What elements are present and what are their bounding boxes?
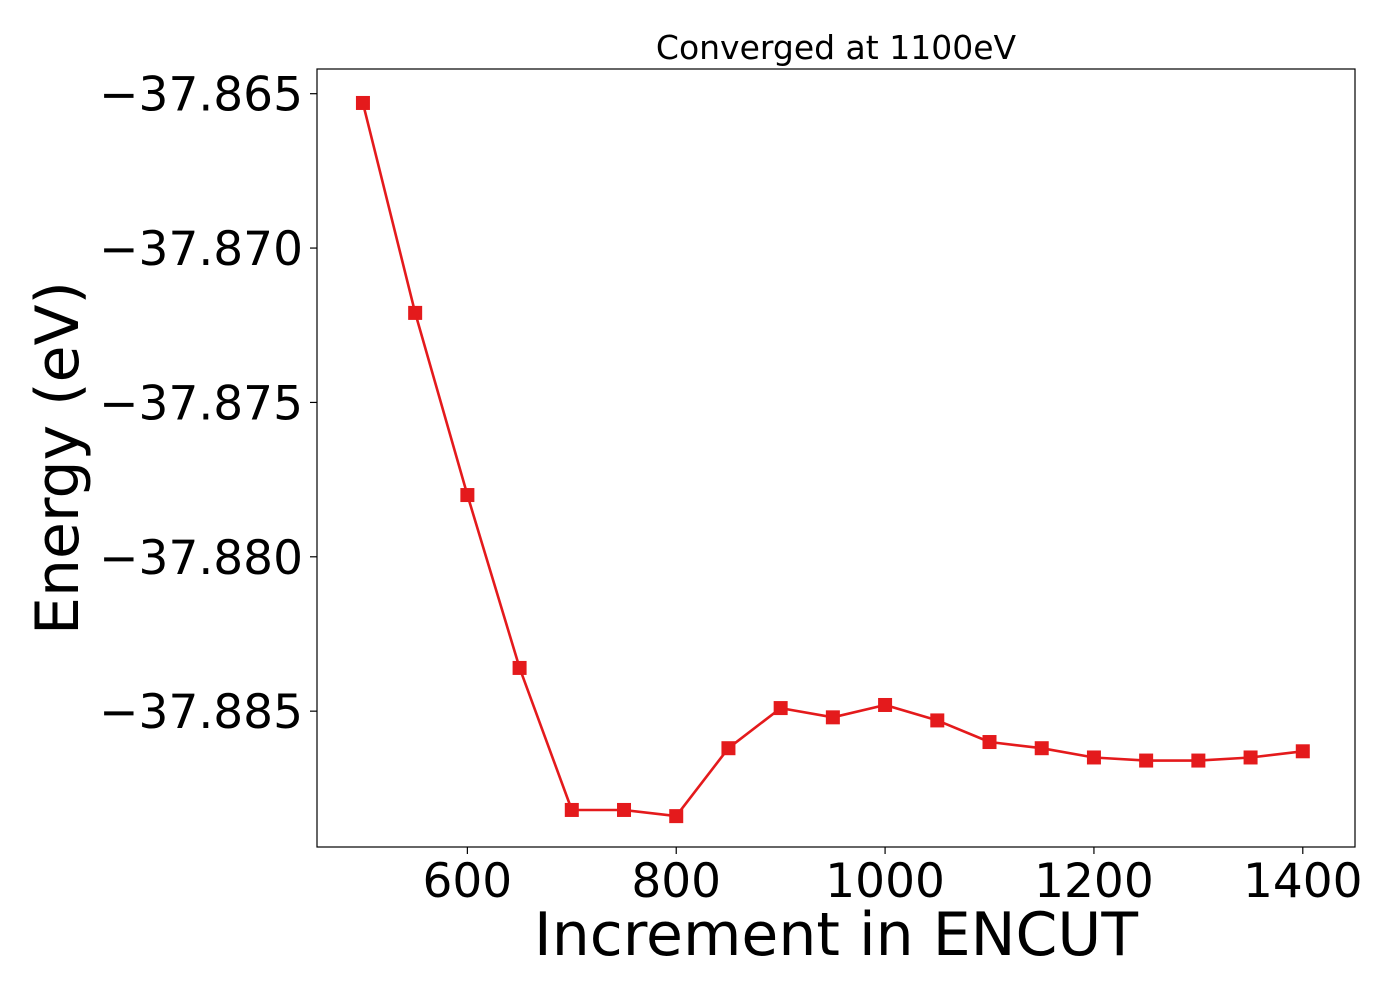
series-line bbox=[361, 102, 1303, 818]
data-point-marker bbox=[878, 697, 893, 712]
data-point-marker bbox=[930, 713, 945, 728]
y-tick-label: −37.870 bbox=[99, 222, 303, 277]
data-point-marker bbox=[355, 95, 370, 110]
y-tick-label: −37.865 bbox=[99, 68, 303, 123]
data-point-marker bbox=[1295, 744, 1310, 759]
plot-area bbox=[355, 95, 1310, 824]
y-tick-label: −37.880 bbox=[99, 531, 303, 586]
x-axis-title: Increment in ENCUT bbox=[534, 900, 1138, 970]
data-point-marker bbox=[1034, 741, 1049, 756]
data-point-marker bbox=[982, 735, 997, 750]
data-point-marker bbox=[773, 701, 788, 716]
x-tick-label: 1200 bbox=[1034, 854, 1154, 909]
data-point-marker bbox=[512, 660, 527, 675]
data-point-marker bbox=[721, 741, 736, 756]
data-point-marker bbox=[825, 710, 840, 725]
y-tick-label: −37.875 bbox=[99, 376, 303, 431]
x-axis: 600 800 1000 1200 1400 bbox=[423, 847, 1363, 909]
data-point-marker bbox=[564, 802, 579, 817]
y-axis: −37.865 −37.870 −37.875 −37.880 −37.885 bbox=[99, 68, 317, 740]
data-point-marker bbox=[1243, 750, 1258, 765]
data-point-marker bbox=[460, 488, 475, 503]
x-tick-label: 1000 bbox=[825, 854, 945, 909]
data-point-marker bbox=[1086, 750, 1101, 765]
data-point-marker bbox=[617, 802, 632, 817]
y-axis-title: Energy (eV) bbox=[23, 281, 93, 635]
data-point-marker bbox=[1139, 753, 1154, 768]
x-tick-label: 600 bbox=[423, 854, 513, 909]
y-tick-label: −37.885 bbox=[99, 685, 303, 740]
data-point-marker bbox=[408, 305, 423, 320]
x-tick-label: 800 bbox=[631, 854, 721, 909]
x-tick-label: 1400 bbox=[1243, 854, 1363, 909]
data-point-marker bbox=[669, 809, 684, 824]
plot-frame bbox=[316, 68, 1356, 848]
chart-title: Converged at 1100eV bbox=[656, 28, 1017, 67]
data-point-marker bbox=[1191, 753, 1206, 768]
